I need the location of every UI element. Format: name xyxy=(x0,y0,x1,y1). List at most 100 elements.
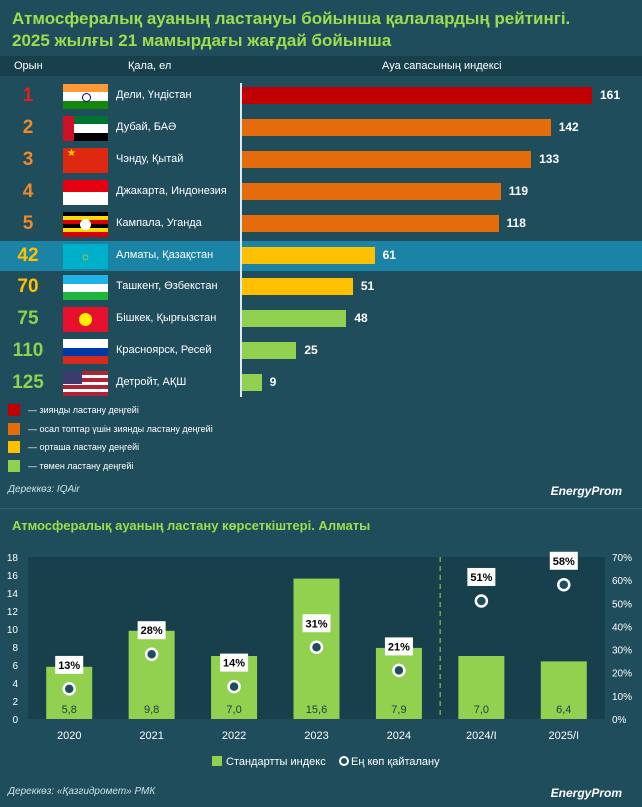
legend-swatch xyxy=(8,459,20,472)
flag-icon-kyrgyzstan xyxy=(63,307,108,333)
energyprom-logo: EnergyProm xyxy=(551,484,622,498)
aqi-bar xyxy=(242,118,551,136)
table-row: 110 Красноярск, Ресей 25 xyxy=(0,336,642,366)
frequency-label: 13% xyxy=(58,660,80,672)
table-header: Орын Қала, ел Ауа сапасының индексі xyxy=(0,56,642,76)
x-tick-label: 2024 xyxy=(387,730,411,742)
legend-marker-dot xyxy=(339,756,349,766)
rank-number: 125 xyxy=(12,372,44,394)
frequency-point xyxy=(557,578,571,592)
frequency-label: 28% xyxy=(141,625,163,637)
energyprom-logo-2: EnergyProm xyxy=(551,786,622,800)
bar-value-label: 7,0 xyxy=(226,704,241,716)
aqi-value: 48 xyxy=(354,311,368,326)
x-tick-label: 2022 xyxy=(222,730,246,742)
city-name: Кампала, Уганда xyxy=(116,216,202,229)
city-name: Джакарта, Индонезия xyxy=(116,184,227,197)
city-name: Дели, Үндістан xyxy=(116,89,192,101)
rank-number: 1 xyxy=(22,85,34,106)
almaty-pollution-chart: 0 2 4 6 8 10 12 14 16 18 0% 10% 20% 30% 40% 50% 60% 70% 5,… xyxy=(7,551,632,768)
city-name: Дубай, БАӘ xyxy=(116,120,177,133)
y-right-tick: 50% xyxy=(612,599,632,610)
frequency-label-box xyxy=(55,655,84,674)
frequency-point xyxy=(309,640,324,655)
y-left-tick: 10 xyxy=(7,625,19,636)
table-row: 70 Ташкент, Өзбекстан 51 xyxy=(0,272,642,302)
frequency-label-box xyxy=(549,551,578,570)
flag-icon-uganda xyxy=(63,211,108,237)
flag-icon-usa xyxy=(63,371,108,397)
frequency-label-box xyxy=(467,567,496,586)
source-kazhydromet: Дереккөз: «Қазгидромет» РМК xyxy=(8,786,156,797)
city-name: Бішкек, Қырғызстан xyxy=(116,312,217,325)
bar-value-label: 7,9 xyxy=(391,704,406,716)
frequency-point xyxy=(392,663,406,678)
header-city: Қала, ел xyxy=(128,60,172,72)
city-name: Красноярск, Ресей xyxy=(116,344,212,357)
rank-number: 4 xyxy=(22,180,34,202)
flag-icon-russia xyxy=(63,339,108,365)
aqi-value: 118 xyxy=(506,215,526,230)
rank-number: 5 xyxy=(22,212,34,234)
frequency-label: 58% xyxy=(553,556,575,568)
frequency-point xyxy=(62,682,76,696)
index-bar xyxy=(540,661,587,719)
y-left-tick: 12 xyxy=(7,607,19,618)
table-row: 1 Дели, Үндістан 161 xyxy=(0,81,642,111)
legend-label: — зиянды ластану деңгейі xyxy=(28,405,139,415)
y-right-tick: 30% xyxy=(612,646,632,657)
frequency-label-box xyxy=(137,621,166,640)
source-iqair: Дереккөз: IQAir xyxy=(8,484,80,495)
aqi-bar xyxy=(242,374,262,392)
y-right-tick: 0% xyxy=(612,715,627,726)
table-row: 2 Дубай, БАӘ 142 xyxy=(0,113,642,143)
bar-value-label: 7,0 xyxy=(474,704,489,716)
logo-text-2: EnergyProm xyxy=(550,786,622,800)
chart-title-line2: 2025 жылғы 21 мамырдағы жағдай бойынша xyxy=(12,31,392,50)
legend-label-dot: Ең көп қайталану xyxy=(351,756,440,768)
aqi-value: 133 xyxy=(539,151,560,166)
divider xyxy=(0,508,642,509)
flag-icon-india xyxy=(63,84,108,109)
frequency-label: 21% xyxy=(388,641,410,653)
y-right-tick: 20% xyxy=(612,669,632,680)
aqi-bar xyxy=(242,310,347,328)
bar-value-label: 9,8 xyxy=(144,704,159,716)
flag-icon-uzbekistan xyxy=(63,275,108,301)
x-tick-label: 2021 xyxy=(139,730,163,742)
city-name: Ташкент, Өзбекстан xyxy=(116,280,218,293)
legend-label: — орташа ластану деңгейі xyxy=(28,442,140,452)
frequency-label: 31% xyxy=(305,618,327,630)
aqi-bar xyxy=(242,182,501,200)
bar-value-label: 6,4 xyxy=(556,704,571,716)
legend-swatch xyxy=(8,422,20,435)
rank-number: 110 xyxy=(12,340,44,362)
y-left-tick: 8 xyxy=(12,643,18,654)
y-right-tick: 10% xyxy=(612,692,632,703)
legend-swatch xyxy=(8,404,20,416)
table-row: 42 ☼ Алматы, Қазақстан 61 xyxy=(0,240,642,271)
frequency-label: 14% xyxy=(223,658,245,670)
bar-axis-line xyxy=(240,83,242,397)
aqi-value: 25 xyxy=(304,343,318,358)
flag-icon-indonesia xyxy=(63,179,108,205)
frequency-label-box xyxy=(302,614,331,633)
flag-icon-china: ★ xyxy=(63,147,108,173)
frequency-label-box xyxy=(220,653,249,672)
city-name: Чэнду, Қытай xyxy=(116,152,184,165)
aqi-bar xyxy=(242,150,532,168)
x-tick-label: 2023 xyxy=(304,730,328,742)
aqi-bar xyxy=(242,87,592,104)
city-name: Детройт, АҚШ xyxy=(116,376,187,389)
aqi-value: 161 xyxy=(600,88,621,102)
frequency-point xyxy=(474,594,489,608)
legend-label-bar: Стандартты индекс xyxy=(226,756,326,768)
bar-value-label: 15,6 xyxy=(306,704,327,716)
aqi-value: 119 xyxy=(508,183,529,198)
legend-swatch-bar xyxy=(212,756,222,766)
legend-swatch xyxy=(8,441,20,453)
legend-label: — осал топтар үшін зиянды ластану деңгей… xyxy=(28,423,213,434)
x-tick-label: 2024/I xyxy=(466,730,497,742)
chart-title-line1: Атмосфералық ауаның ластануы бойынша қал… xyxy=(12,9,571,28)
aqi-value: 61 xyxy=(382,247,396,262)
